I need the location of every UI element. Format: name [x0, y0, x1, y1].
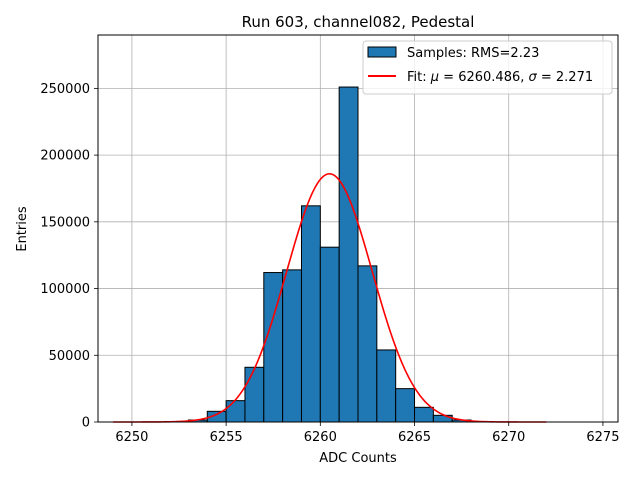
y-tick-label: 250000: [40, 82, 90, 97]
legend-fit-sigma-value: = 2.271: [537, 70, 593, 85]
legend-fit-prefix: Fit:: [407, 70, 431, 85]
plot-frame: [97, 34, 619, 423]
y-tick-label: 0: [82, 416, 90, 431]
y-tick-label: 150000: [40, 215, 90, 230]
histogram-bars: [187, 86, 472, 423]
y-axis-label: Entries: [15, 206, 30, 252]
legend-histogram-label: Samples: RMS=2.23: [407, 46, 539, 61]
legend-fit-label: Fit: μ = 6260.486, σ = 2.271: [407, 70, 593, 85]
x-tick-label: 6275: [586, 430, 619, 445]
histogram-bar: [244, 366, 265, 423]
histogram-bar: [414, 406, 434, 423]
histogram-bar: [338, 86, 359, 423]
histogram-bar: [225, 400, 246, 423]
x-axis-label: ADC Counts: [319, 451, 397, 466]
y-axis-ticks: 0 50000 100000 150000 200000 250000: [40, 82, 98, 431]
histogram-bar: [376, 349, 397, 423]
y-tick-label: 100000: [40, 282, 90, 297]
y-tick-label: 200000: [40, 149, 90, 164]
histogram-bar: [357, 265, 378, 423]
x-tick-label: 6265: [398, 430, 431, 445]
legend-fit-sigma-symbol: σ: [529, 70, 538, 85]
y-tick-label: 50000: [49, 349, 90, 364]
legend: Samples: RMS=2.23 Fit: μ = 6260.486, σ =…: [362, 40, 613, 95]
histogram-bar: [282, 269, 302, 423]
histogram-bar: [395, 388, 416, 423]
legend-histogram-swatch: [367, 46, 397, 58]
x-tick-label: 6270: [492, 430, 525, 445]
x-tick-label: 6255: [210, 430, 243, 445]
legend-fit-mu-symbol: μ: [430, 70, 439, 85]
histogram-bar: [300, 205, 321, 423]
fit-curve: [113, 172, 547, 423]
x-tick-label: 6260: [304, 430, 337, 445]
x-tick-label: 6250: [115, 430, 148, 445]
chart-title: Run 603, channel082, Pedestal: [242, 13, 475, 31]
x-axis-ticks: 6250 6255 6260 6265 6270 6275: [115, 422, 619, 445]
histogram-bar: [319, 246, 340, 423]
legend-fit-mu-value: = 6260.486,: [439, 70, 528, 85]
legend-box: [362, 40, 613, 95]
